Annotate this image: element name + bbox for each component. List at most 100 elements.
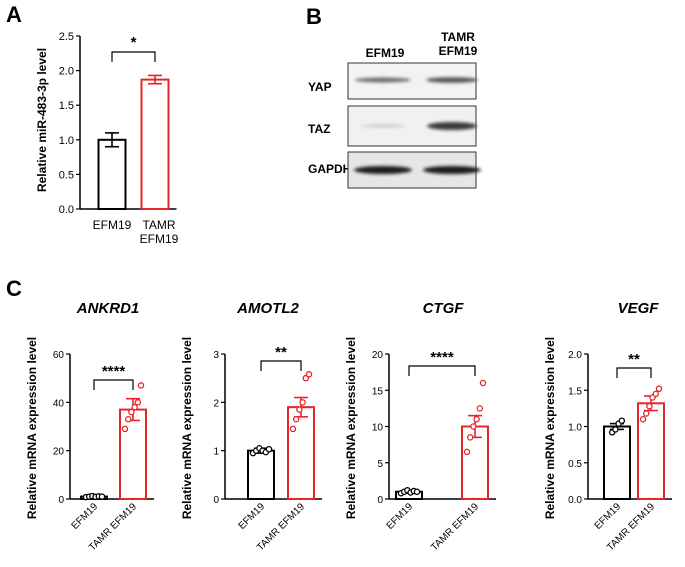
data-point: [413, 488, 421, 495]
band-yap-tamr: [426, 77, 478, 83]
y-tick-label: 1.0: [568, 423, 582, 434]
wb-row-taz: TAZ: [308, 122, 330, 136]
significance-bracket: [616, 367, 652, 378]
y-tick-label: 0.5: [568, 459, 582, 470]
chart-title: AMOTL2: [236, 300, 299, 317]
y-tick-label: 1.5: [59, 100, 74, 112]
category-label-tamr-line2: EFM19: [140, 232, 179, 246]
significance-label: ****: [430, 349, 454, 366]
charts-layer: 0.0 0.5 1.0 1.5 2.0 2.5 Relative miR-483-3p le…: [25, 31, 672, 553]
significance-bracket: [111, 51, 156, 62]
significance-bracket: [260, 360, 302, 371]
y-tick-label: 2.5: [59, 31, 74, 43]
category-label-efm19: EFM19: [93, 218, 132, 232]
panel-letter-b: B: [306, 4, 322, 29]
y-tick-label: 2: [213, 398, 219, 409]
data-point: [121, 425, 129, 433]
category-label-efm19: EFM19: [237, 501, 268, 532]
bar-efm19: [603, 425, 631, 500]
chart-title: CTGF: [423, 300, 465, 317]
data-point: [652, 390, 660, 398]
bar-tamr-efm19: [287, 406, 315, 500]
y-axis-label: Relative mRNA expression level: [25, 337, 39, 519]
significance-label: *: [131, 34, 137, 51]
category-label-efm19: EFM19: [70, 501, 101, 532]
data-point: [137, 382, 145, 389]
panel-letter-c: C: [6, 276, 22, 301]
y-tick-label: 1.5: [568, 386, 582, 397]
panel-letter-a: A: [6, 2, 22, 27]
wb-lane-tamr-efm19: EFM19: [439, 44, 478, 58]
wb-lane-efm19: EFM19: [366, 46, 405, 60]
chart-title: ANKRD1: [76, 300, 140, 317]
y-tick-label: 20: [53, 447, 65, 458]
data-point: [470, 423, 477, 430]
category-label-tamr: TAMR: [142, 218, 175, 232]
category-label-efm19: EFM19: [593, 501, 624, 532]
bar-tamr-efm19: [140, 78, 170, 211]
data-point: [134, 399, 142, 406]
wb-row-gapdh: GAPDH: [308, 162, 351, 176]
bar-efm19: [97, 138, 127, 210]
y-tick-label: 10: [372, 423, 384, 434]
significance-bracket: [93, 379, 134, 390]
data-point: [305, 371, 313, 378]
data-point: [639, 415, 647, 423]
data-point: [124, 415, 132, 423]
y-tick-label: 1: [213, 447, 219, 458]
significance-label: ****: [102, 363, 126, 380]
bar-efm19: [247, 449, 275, 500]
y-tick-label: 0: [58, 495, 64, 506]
band-gapdh-efm19: [354, 166, 412, 174]
significance-bracket: [408, 365, 476, 376]
y-tick-label: 3: [213, 350, 219, 361]
y-axis-label: Relative miR-483-3p level: [35, 48, 49, 192]
y-tick-label: 60: [53, 350, 65, 361]
chart-ankrd1: ANKRD1 0 20 40 60 Relative mRNA expression le…: [25, 300, 154, 553]
y-axis-label: Relative mRNA expression level: [543, 337, 557, 519]
western-blot: EFM19 TAMR EFM19 YAP TAZ GAPDH: [308, 30, 481, 189]
data-point: [265, 445, 273, 453]
y-axis-label: Relative mRNA expression level: [180, 337, 194, 519]
wb-row-yap: YAP: [308, 80, 332, 94]
significance-label: **: [275, 344, 287, 361]
data-point: [289, 425, 297, 433]
data-point: [612, 426, 619, 433]
chart-ctgf: CTGF 0 5 10 15 20 Relative mRNA expression lev…: [344, 300, 496, 553]
data-point: [296, 406, 303, 413]
y-tick-label: 0.0: [568, 495, 582, 506]
data-point: [299, 399, 306, 406]
significance-label: **: [628, 351, 640, 368]
y-tick-label: 0.5: [59, 169, 74, 181]
data-point: [473, 415, 480, 423]
data-point: [463, 448, 471, 456]
bar-tamr-efm19: [119, 408, 147, 501]
category-label-tamr-efm19: TAMR EFM19: [429, 501, 481, 553]
data-point: [655, 385, 663, 393]
chart-vegf: VEGF 0.0 0.5 1.0 1.5 2.0 Relative mRNA express…: [543, 300, 672, 553]
wb-lane-tamr: TAMR: [441, 30, 475, 44]
data-point: [466, 434, 474, 441]
chart-mir483: 0.0 0.5 1.0 1.5 2.0 2.5 Relative miR-483-3p le…: [35, 31, 179, 246]
data-point: [476, 405, 484, 412]
y-tick-label: 0.0: [59, 204, 74, 216]
band-yap-efm19: [355, 77, 411, 83]
y-tick-label: 2.0: [568, 350, 582, 361]
y-tick-label: 1.0: [59, 135, 74, 147]
y-tick-label: 0: [213, 495, 219, 506]
y-axis-label: Relative mRNA expression level: [344, 337, 358, 519]
band-taz-tamr: [427, 122, 477, 130]
chart-title: VEGF: [618, 300, 660, 317]
y-tick-label: 40: [53, 398, 65, 409]
data-point: [479, 379, 487, 387]
data-point: [642, 410, 650, 417]
data-point: [618, 417, 626, 424]
y-tick-label: 0: [377, 495, 383, 506]
y-tick-label: 2.0: [59, 66, 74, 78]
band-gapdh-tamr: [423, 166, 481, 174]
data-point: [128, 408, 135, 416]
y-tick-label: 20: [372, 350, 384, 361]
band-taz-efm19: [361, 124, 405, 128]
category-label-efm19: EFM19: [385, 501, 416, 532]
